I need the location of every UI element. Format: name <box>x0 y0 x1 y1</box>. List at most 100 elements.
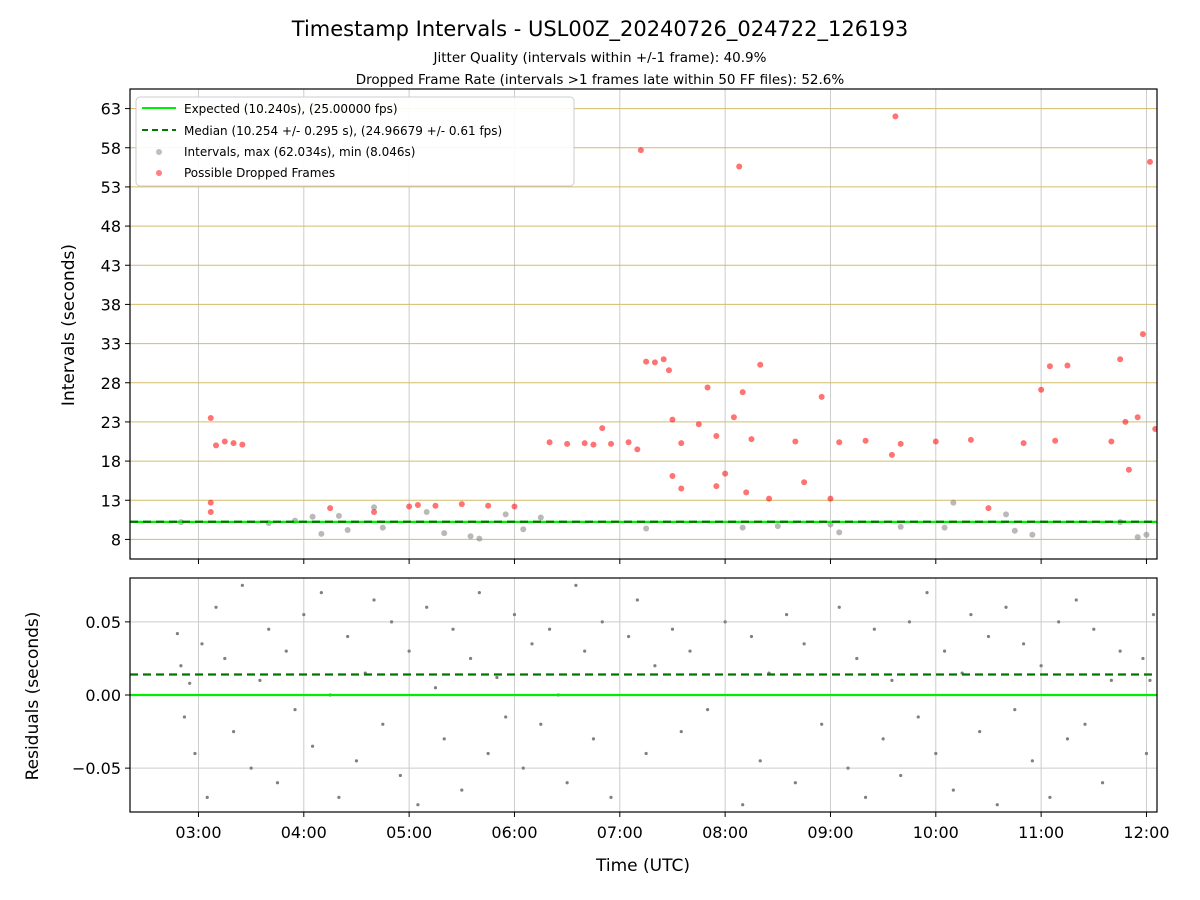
dropped-frame-point <box>722 470 729 477</box>
interval-point <box>1011 527 1018 534</box>
residual-point <box>188 681 192 685</box>
dropped-frame-point <box>743 489 750 496</box>
residual-point <box>1083 722 1087 726</box>
residual-point <box>565 781 569 785</box>
dropped-frame-point <box>1175 438 1181 444</box>
residual-point <box>934 751 938 756</box>
x-tick-label: 08:00 <box>702 823 748 842</box>
dropped-frame-point <box>801 479 808 486</box>
residual-point <box>591 737 596 741</box>
x-tick-label: 06:00 <box>491 823 537 842</box>
residual-point <box>653 664 657 668</box>
residual-point <box>477 591 481 595</box>
dropped-frame-point <box>414 501 421 508</box>
residual-point <box>1074 598 1078 602</box>
residual-point <box>547 627 552 631</box>
residual-point <box>626 634 631 639</box>
residual-point <box>670 627 675 631</box>
dropped-frame-point <box>581 440 588 447</box>
interval-point <box>379 524 386 531</box>
residual-point <box>583 649 587 653</box>
residual-point <box>372 598 376 602</box>
dropped-frame-point <box>739 389 746 396</box>
chart-subtitle-dropped: Dropped Frame Rate (intervals >1 frames … <box>356 72 845 88</box>
residual-point <box>793 781 797 785</box>
dropped-frame-point <box>1139 331 1146 338</box>
dropped-frame-point <box>207 415 214 421</box>
residual-point <box>1057 620 1061 624</box>
dropped-frame-point <box>1134 414 1141 421</box>
dropped-frame-point <box>1170 286 1176 292</box>
interval-point <box>950 499 957 506</box>
residual-point <box>337 795 341 799</box>
top-y-axis-label: Intervals (seconds) <box>59 244 79 406</box>
residual-point <box>679 729 683 734</box>
dropped-frame-point <box>985 505 992 512</box>
interval-point <box>836 529 843 536</box>
top-plot-area <box>130 113 1181 542</box>
dropped-frame-point <box>1046 363 1053 370</box>
residual-point <box>688 649 692 653</box>
residual-point <box>200 642 204 646</box>
chart-subtitle-jitter: Jitter Quality (intervals within +/-1 fr… <box>433 50 767 66</box>
interval-point <box>335 512 342 519</box>
residual-point <box>495 675 499 680</box>
legend-median-label: Median (10.254 +/- 0.295 s), (24.96679 +… <box>184 124 502 138</box>
dropped-frame-point <box>634 446 641 453</box>
top-y-tick-label: 63 <box>101 100 121 119</box>
residual-point <box>705 708 710 712</box>
dropped-frame-point <box>230 440 237 447</box>
x-tick-label: 12:00 <box>1123 823 1169 842</box>
top-y-tick-label: 8 <box>111 530 121 549</box>
dropped-frame-point <box>932 438 939 445</box>
dropped-frame-point <box>1146 158 1153 165</box>
dropped-frame-point <box>327 505 334 512</box>
residual-point <box>741 803 745 807</box>
residual-point <box>872 627 876 631</box>
bottom-axes-frame <box>129 577 1158 813</box>
dropped-frame-point <box>713 483 720 490</box>
residual-point <box>193 751 197 756</box>
top-axes-frame <box>129 88 1158 560</box>
top-y-tick-label: 33 <box>101 335 121 354</box>
dropped-frame-point <box>1158 496 1164 502</box>
interval-point <box>344 527 351 534</box>
intervals-panel: 8 13 18 23 28 33 38 43 48 53 58 63 <box>101 88 1181 564</box>
bottom-y-tick-label: 0.05 <box>85 613 121 632</box>
residual-point <box>486 751 490 756</box>
residual-point <box>846 766 850 770</box>
legend-dropped-swatch <box>156 170 162 176</box>
dropped-frame-point <box>1172 395 1178 401</box>
interval-point <box>520 526 527 533</box>
top-y-tick-label: 43 <box>101 256 121 275</box>
top-y-tick-label: 48 <box>101 217 121 236</box>
dropped-frame-point <box>748 436 755 443</box>
residual-point <box>381 722 385 726</box>
residual-point <box>1065 737 1070 741</box>
dropped-frame-point <box>213 442 220 449</box>
residual-point <box>951 788 955 792</box>
interval-point <box>897 523 904 530</box>
residual-point <box>986 634 991 639</box>
dropped-frame-point <box>207 499 214 506</box>
top-y-tick-label: 38 <box>101 295 121 314</box>
dropped-frame-point <box>1052 437 1059 444</box>
residual-point <box>644 751 648 756</box>
top-grid <box>130 89 1157 559</box>
dropped-frame-point <box>485 502 492 509</box>
dropped-frame-point <box>1165 464 1171 470</box>
dropped-frame-point <box>371 509 378 515</box>
residual-point <box>223 656 227 661</box>
dropped-frame-point <box>637 147 644 154</box>
dropped-frame-point <box>599 425 606 432</box>
residual-point <box>1109 678 1113 682</box>
residual-point <box>302 612 306 617</box>
legend-intervals-label: Intervals, max (62.034s), min (8.046s) <box>184 145 415 159</box>
residual-point <box>468 656 473 661</box>
dropped-frame-point <box>665 367 672 374</box>
residual-point <box>240 583 244 587</box>
residual-point <box>231 729 236 734</box>
interval-point <box>1029 531 1036 538</box>
x-tick-label: 03:00 <box>175 823 221 842</box>
dropped-frame-point <box>546 439 553 446</box>
